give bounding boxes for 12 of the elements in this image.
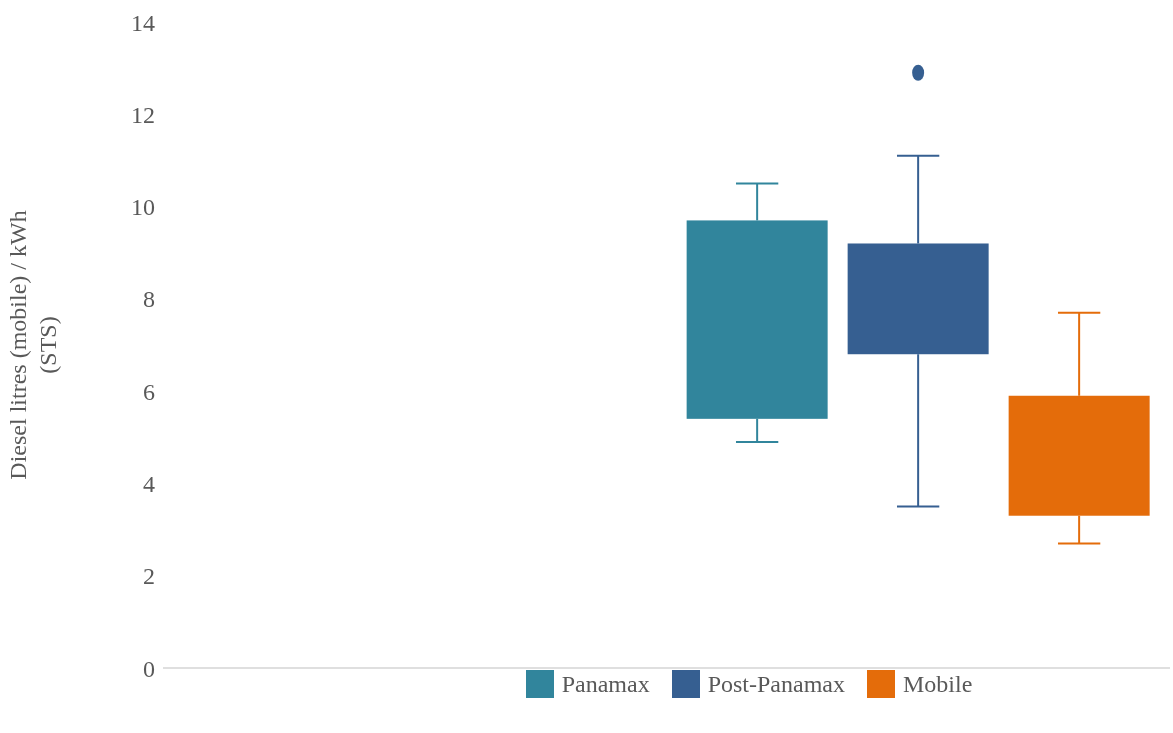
y-axis-title: Diesel litres (mobile) / kWh (STS) [5, 210, 61, 480]
y-tick-label: 0 [143, 655, 155, 682]
legend-label: Panamax [560, 670, 650, 698]
legend-label: Mobile [902, 670, 973, 698]
y-tick-label: 8 [143, 286, 155, 313]
y-tick-label: 14 [131, 9, 155, 36]
legend-label: Post-Panamax [706, 670, 845, 698]
y-tick-label: 12 [131, 101, 155, 128]
y-tick-label: 10 [131, 194, 155, 221]
y-tick-label: 6 [143, 378, 155, 405]
y-tick-label: 2 [143, 563, 155, 590]
y-tick-label: 4 [143, 470, 155, 497]
